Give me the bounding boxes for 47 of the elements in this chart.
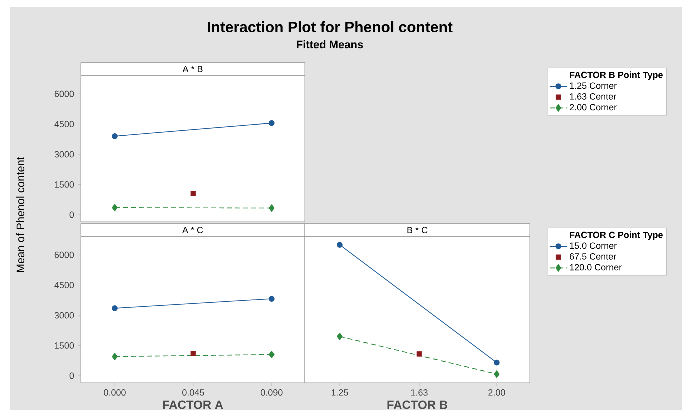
x-axis-title: FACTOR A — [163, 400, 224, 410]
point — [112, 353, 118, 361]
y-tick-label: 3000 — [54, 151, 74, 158]
y-tick-label: 6000 — [54, 90, 74, 98]
point — [112, 204, 118, 212]
legend-label: 1.63 Center — [570, 93, 616, 100]
y-tick-label: 4500 — [54, 121, 74, 128]
point — [416, 352, 422, 357]
chart-title: A * C — [182, 227, 204, 234]
x-tick-label: 1.25 — [332, 390, 348, 396]
text: Fitted Means — [297, 40, 364, 49]
x-tick-label: 0.045 — [182, 390, 204, 396]
text: A * B — [182, 66, 203, 72]
point — [268, 120, 275, 126]
legend-label: 120.0 Corner — [570, 264, 622, 271]
legend-title: FACTOR C Point Type — [570, 232, 663, 240]
x-tick-label: 2.00 — [488, 390, 506, 396]
legend-title: FACTOR B Point Type — [570, 72, 663, 80]
legend-label: 1.25 Corner — [570, 82, 617, 90]
chart-title: Interaction Plot for Phenol content — [208, 22, 453, 33]
x-tick-label: 0.090 — [260, 390, 283, 396]
point — [190, 191, 196, 196]
point — [269, 204, 275, 212]
x-tick-label: 0.000 — [104, 390, 126, 396]
legend-label: 2.00 Corner — [570, 104, 617, 111]
y-tick-label: 0 — [70, 212, 74, 218]
y-axis-title: Mean of Phenol content — [16, 157, 25, 272]
x-axis-title: FACTOR B — [388, 400, 448, 410]
y-tick-label: 6000 — [54, 252, 74, 258]
point — [112, 133, 118, 140]
point — [190, 351, 196, 356]
point — [268, 296, 275, 302]
chart-title: B * C — [408, 227, 428, 234]
y-tick-label: 4500 — [54, 282, 74, 289]
point — [494, 360, 500, 366]
legend-label: 15.0 Corner — [570, 242, 617, 250]
point — [337, 332, 343, 340]
point — [494, 370, 500, 378]
y-tick-label: 1500 — [55, 342, 74, 349]
y-tick-label: 3000 — [54, 312, 74, 319]
x-tick-label: 1.63 — [411, 390, 428, 396]
y-tick-label: 0 — [70, 372, 74, 380]
point — [112, 306, 118, 312]
point — [269, 351, 275, 358]
y-tick-label: 1500 — [55, 182, 74, 188]
legend-label: 67.5 Center — [570, 253, 616, 260]
point — [337, 242, 343, 248]
